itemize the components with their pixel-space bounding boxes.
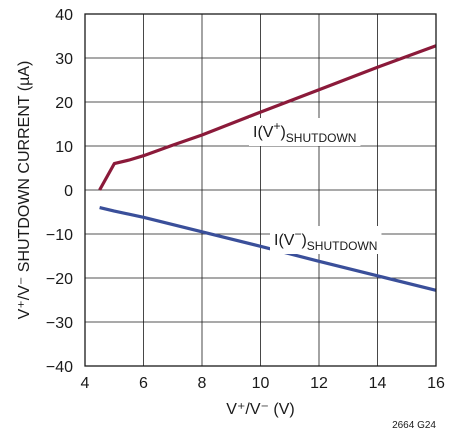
series-line-2 <box>99 206 437 292</box>
x-axis-label: V⁺/V⁻ (V) <box>226 401 294 418</box>
x-tick-label: 8 <box>198 375 207 392</box>
x-tick-labels: 4 6 8 10 12 14 16 <box>81 375 445 392</box>
annotation-background <box>270 226 382 254</box>
series-annotation-2: I(V−)SHUTDOWN <box>274 227 377 253</box>
x-tick-label: 14 <box>369 375 387 392</box>
y-axis-label: V⁺/V⁻ SHUTDOWN CURRENT (µA) <box>16 61 33 320</box>
annotation-background <box>249 118 361 146</box>
y-tick-label: −20 <box>46 271 73 288</box>
y-tick-label: −10 <box>46 227 73 244</box>
y-tick-label: 40 <box>55 7 73 24</box>
x-tick-label: 10 <box>252 375 270 392</box>
x-tick-label: 16 <box>427 375 445 392</box>
y-tick-label: 10 <box>55 139 73 156</box>
data-series <box>98 44 437 292</box>
grid <box>85 14 436 366</box>
annotations: I(V+)SHUTDOWN I(V−)SHUTDOWN <box>249 118 382 254</box>
y-tick-label: −40 <box>46 359 73 376</box>
y-tick-labels: 40 30 20 10 0 −10 −20 −30 −40 <box>46 7 73 376</box>
series-annotation-1: I(V+)SHUTDOWN <box>253 119 356 145</box>
y-tick-label: 0 <box>64 183 73 200</box>
y-tick-label: 30 <box>55 51 73 68</box>
y-tick-label: 20 <box>55 95 73 112</box>
x-tick-label: 4 <box>81 375 90 392</box>
y-tick-label: −30 <box>46 315 73 332</box>
x-tick-label: 6 <box>139 375 148 392</box>
figure-code: 2664 G24 <box>392 420 436 431</box>
x-tick-label: 12 <box>310 375 328 392</box>
plot-frame <box>84 13 437 367</box>
series-line-1 <box>98 44 437 191</box>
